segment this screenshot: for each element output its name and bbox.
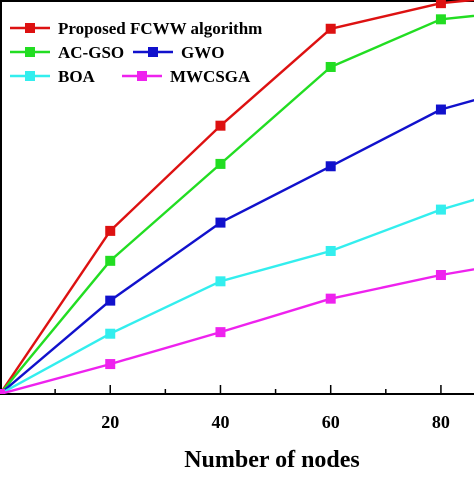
legend-marker-1 [25,47,35,57]
series-1-point-3 [325,61,336,72]
legend-marker-3 [25,71,35,81]
series-1-point-1 [105,255,116,266]
series-4-point-2 [215,327,226,338]
legend-label-0: Proposed FCWW algorithm [58,19,262,38]
legend-label-2: GWO [181,43,224,62]
series-0-point-3 [325,23,336,34]
x-tick-label-80: 80 [432,412,450,432]
series-3-point-1 [105,328,116,339]
series-1-point-2 [215,158,226,169]
x-tick-label-60: 60 [322,412,340,432]
legend-label-4: MWCSGA [170,67,251,86]
legend-marker-4 [137,71,147,81]
x-axis-title: Number of nodes [184,447,360,473]
legend-marker-0 [25,23,35,33]
series-0-point-1 [105,225,116,236]
series-4-point-1 [105,359,116,370]
x-tick-label-40: 40 [211,412,229,432]
legend-marker-2 [148,47,158,57]
series-line-2 [0,99,474,394]
series-4-point-4 [435,270,446,281]
series-2-point-4 [435,104,446,115]
legend-label-3: BOA [58,67,96,86]
series-2-point-2 [215,217,226,228]
series-1-point-4 [435,14,446,25]
series-line-1 [0,14,474,394]
series-4-point-0 [0,389,5,394]
series-line-0 [0,0,474,394]
series-2-point-1 [105,295,116,306]
series-3-point-4 [435,204,446,215]
legend-label-1: AC-GSO [58,43,124,62]
series-4-point-3 [325,293,336,304]
x-tick-label-20: 20 [101,412,119,432]
series-line-4 [0,268,474,394]
series-0-point-2 [215,120,226,131]
series-0-point-4 [435,0,446,9]
series-3-point-2 [215,276,226,287]
series-2-point-3 [325,161,336,172]
series-line-3 [0,198,474,394]
series-3-point-3 [325,245,336,256]
